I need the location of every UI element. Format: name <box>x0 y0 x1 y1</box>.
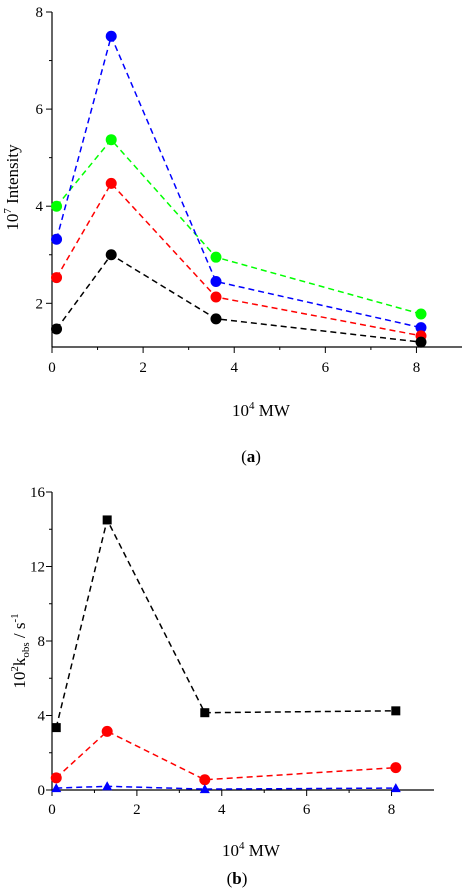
data-point <box>210 313 222 325</box>
data-point-square <box>391 706 401 716</box>
data-point <box>210 291 222 303</box>
x-tick-label: 0 <box>48 802 56 818</box>
x-axis-title: 104 MW <box>232 400 291 420</box>
panel-label: (a) <box>241 447 261 466</box>
x-tick-label: 8 <box>413 360 421 376</box>
x-tick-label: 2 <box>139 360 147 376</box>
series-line <box>55 253 422 343</box>
chart-panel-b: 0 2 4 6 8 0 4 8 12 16 104 MW 102kobs / s-1 (b) <box>9 485 434 888</box>
y-tick-label: 12 <box>30 560 45 576</box>
y-axis-title: 102kobs / s-1 <box>9 613 32 688</box>
data-point-square <box>51 723 61 733</box>
data-point-square <box>200 708 210 718</box>
data-point <box>390 762 402 774</box>
data-point <box>105 30 117 42</box>
chart-panel-a: 0 2 4 6 8 2 4 6 8 104 MW 107 Intensity (a) <box>2 5 462 466</box>
x-tick-label: 2 <box>133 802 141 818</box>
panel-label: (b) <box>227 869 248 888</box>
data-point-triangle <box>199 784 210 794</box>
data-point <box>105 134 117 146</box>
data-point-square <box>102 515 112 525</box>
data-point <box>105 249 117 261</box>
series-line <box>56 138 422 315</box>
series-line <box>56 785 396 790</box>
x-tick-label: 4 <box>230 360 238 376</box>
x-axis-title: 104 MW <box>222 840 281 860</box>
data-point <box>210 251 222 263</box>
y-tick-label: 2 <box>36 296 44 312</box>
data-point <box>415 308 427 320</box>
data-point <box>105 177 117 189</box>
y-tick-label: 16 <box>30 485 46 501</box>
data-point <box>415 322 427 334</box>
data-point <box>199 774 211 786</box>
data-point <box>101 725 113 737</box>
x-tick-label: 0 <box>48 360 56 376</box>
data-point <box>210 275 222 287</box>
series-line <box>55 730 396 781</box>
series-line <box>55 34 422 329</box>
data-point <box>415 336 427 348</box>
x-tick-label: 6 <box>303 802 311 818</box>
series-line <box>55 517 396 728</box>
y-tick-label: 4 <box>36 199 44 215</box>
data-point-triangle <box>51 783 62 793</box>
x-tick-label: 8 <box>388 802 396 818</box>
data-point <box>51 200 63 212</box>
y-tick-label: 8 <box>36 5 44 21</box>
y-tick-label: 6 <box>36 102 44 118</box>
y-tick-label: 4 <box>38 709 46 725</box>
data-point <box>51 272 63 284</box>
data-point <box>50 772 62 784</box>
x-tick-label: 4 <box>218 802 226 818</box>
y-tick-label: 0 <box>38 783 46 799</box>
x-tick-label: 6 <box>322 360 330 376</box>
data-point-triangle <box>390 783 401 793</box>
series-line <box>55 182 422 337</box>
data-point <box>51 233 63 245</box>
data-point-triangle <box>102 781 113 791</box>
data-point <box>51 323 63 335</box>
y-tick-label: 8 <box>38 634 46 650</box>
y-axis-title: 107 Intensity <box>2 144 22 231</box>
